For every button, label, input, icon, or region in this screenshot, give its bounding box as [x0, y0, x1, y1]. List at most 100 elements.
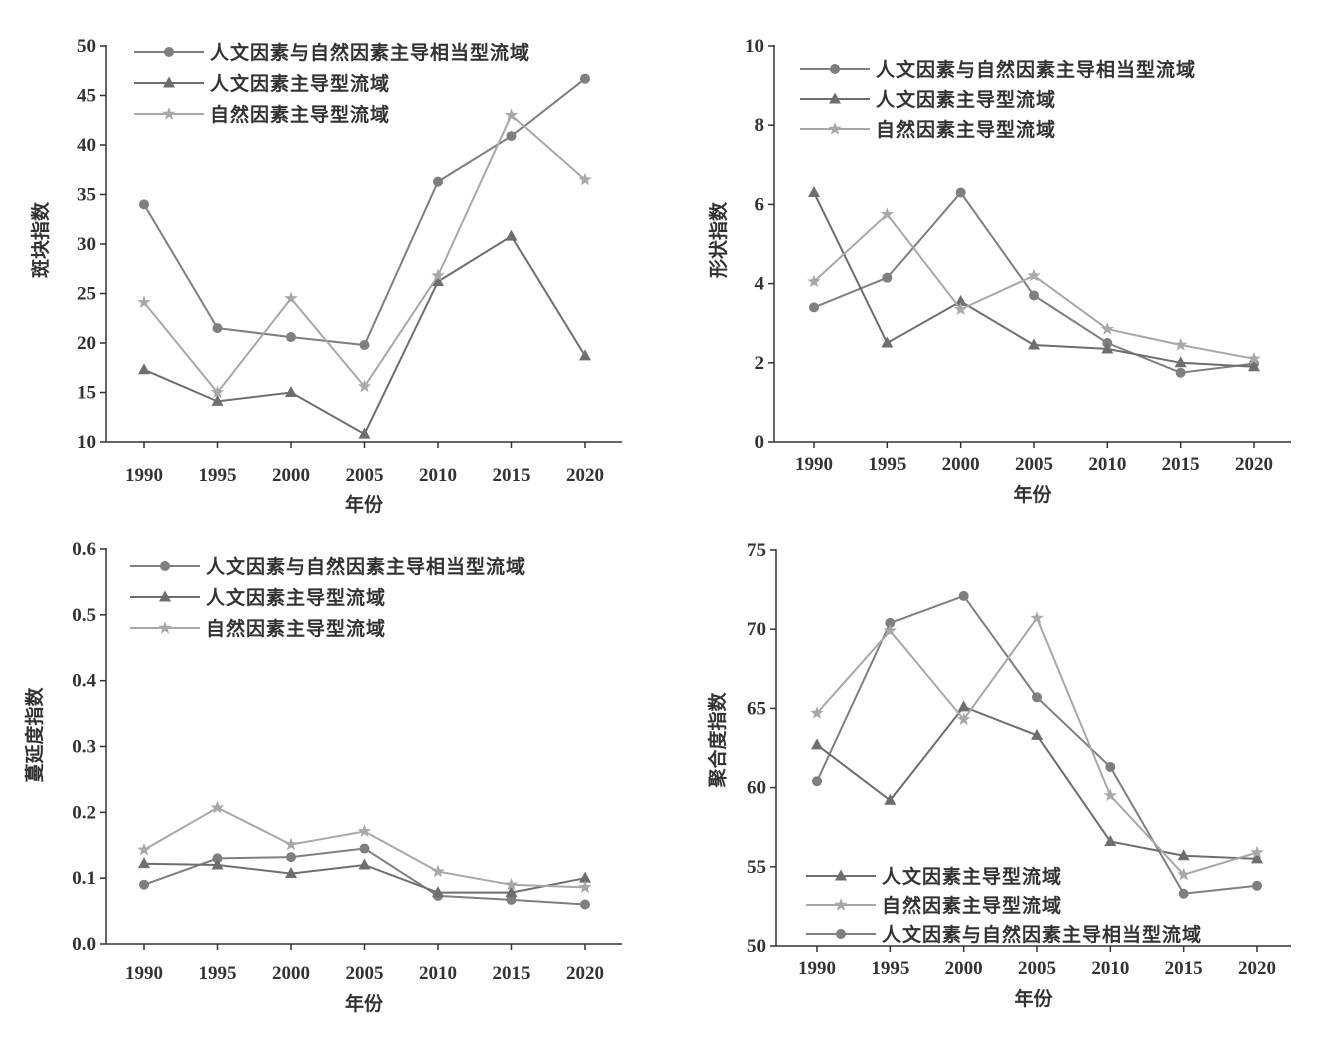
legend-marker — [836, 929, 846, 939]
legend-marker — [834, 898, 848, 911]
y-axis-title: 聚合度指数 — [706, 692, 729, 789]
y-tick-label: 65 — [747, 698, 766, 719]
x-tick-label: 2020 — [566, 963, 604, 984]
data-point-human — [884, 793, 897, 805]
data-point-balanced — [885, 617, 896, 628]
x-tick-label: 1995 — [868, 454, 906, 475]
legend-label: 人文因素与自然因素主导相当型流域 — [882, 923, 1202, 946]
x-tick-label: 2010 — [419, 465, 457, 486]
legend-label: 人文因素主导型流域 — [206, 586, 386, 609]
chart-aggregation-index: 50 55 60 65 70 75 1990 1995 2000 2005 2010 2015 2020… — [706, 540, 1291, 1010]
x-tick-label: 2000 — [272, 465, 310, 486]
data-point-balanced — [506, 894, 517, 905]
data-point-balanced — [212, 853, 223, 864]
y-tick-label: 2 — [755, 353, 765, 374]
legend-label: 自然因素主导型流域 — [206, 617, 386, 640]
legend-label: 人文因素主导型流域 — [210, 72, 390, 95]
legend-marker — [830, 64, 840, 74]
data-point-human — [1028, 338, 1040, 350]
x-tick-label: 2000 — [945, 958, 983, 979]
data-point-balanced — [286, 332, 296, 343]
data-point-natural — [357, 379, 372, 393]
y-tick-label: 0.0 — [72, 934, 96, 955]
legend-marker — [829, 92, 841, 104]
x-tick-label: 2020 — [1238, 958, 1276, 979]
legend-label: 人文因素与自然因素主导相当型流域 — [206, 555, 526, 578]
y-tick-label: 40 — [77, 135, 96, 156]
data-point-human — [579, 349, 591, 361]
x-tick-label: 2010 — [1088, 454, 1126, 475]
x-tick-label: 2000 — [942, 454, 980, 475]
y-tick-label: 6 — [755, 194, 765, 215]
x-tick-label: 1995 — [199, 963, 237, 984]
y-tick-label: 10 — [77, 432, 96, 453]
y-tick-label: 10 — [745, 36, 764, 57]
data-point-human — [1104, 834, 1117, 846]
x-tick-label: 2020 — [566, 465, 604, 486]
y-tick-label: 0.1 — [72, 868, 96, 889]
x-tick-label: 1990 — [125, 963, 163, 984]
data-point-natural — [883, 623, 897, 637]
data-point-human — [1174, 356, 1187, 368]
data-point-human — [358, 427, 371, 439]
legend-marker — [160, 561, 170, 571]
data-point-natural — [431, 864, 445, 878]
chart-patch-index: 10 15 20 25 30 35 40 45 50 1990 1995 2000 2005 2010 20… — [29, 36, 622, 516]
y-tick-label: 0.6 — [72, 539, 96, 560]
data-point-natural — [880, 207, 894, 220]
legend-entry-human: 人文因素主导型流域 — [134, 72, 390, 95]
data-point-natural — [1174, 338, 1188, 351]
data-point-human — [505, 886, 518, 898]
legend-entry-natural: 自然因素主导型流域 — [806, 894, 1061, 917]
legend-marker — [162, 107, 176, 120]
legend-entry-human: 人文因素主导型流域 — [806, 865, 1061, 888]
data-point-balanced — [1029, 290, 1039, 301]
data-point-balanced — [812, 776, 822, 787]
data-point-balanced — [506, 131, 517, 142]
data-point-human — [808, 186, 820, 198]
x-tick-label: 2005 — [346, 465, 384, 486]
y-axis-title: 斑块指数 — [29, 201, 52, 278]
data-point-natural — [431, 268, 445, 282]
legend-marker — [163, 76, 175, 88]
data-point-natural — [810, 706, 824, 719]
x-axis-title: 年份 — [1014, 987, 1053, 1010]
x-tick-label: 2005 — [346, 963, 384, 984]
x-tick-label: 1990 — [795, 454, 833, 475]
data-point-balanced — [1032, 692, 1042, 703]
data-point-balanced — [359, 339, 370, 350]
series-line-natural — [813, 212, 1255, 360]
series-line-natural — [143, 113, 586, 395]
data-point-human — [1101, 342, 1114, 354]
legend-entry-balanced: 人文因素与自然因素主导相当型流域 — [134, 41, 530, 64]
data-point-natural — [1100, 322, 1114, 335]
data-point-natural — [284, 837, 298, 851]
x-axis-title: 年份 — [345, 493, 384, 516]
y-tick-label: 75 — [747, 540, 766, 561]
x-tick-label: 2015 — [493, 465, 531, 486]
x-tick-label: 2005 — [1015, 454, 1053, 475]
series-line-human — [143, 234, 586, 436]
y-tick-label: 25 — [77, 284, 96, 305]
y-tick-label: 0.2 — [72, 802, 96, 823]
legend-marker — [158, 621, 172, 634]
series-line-natural — [816, 616, 1258, 876]
legend-label: 人文因素与自然因素主导相当型流域 — [210, 41, 530, 64]
data-point-balanced — [212, 323, 223, 334]
legend-label: 自然因素主导型流域 — [210, 103, 390, 126]
y-tick-label: 0.5 — [72, 605, 96, 626]
data-point-balanced — [1252, 880, 1262, 891]
data-point-human — [432, 886, 444, 898]
data-point-balanced — [958, 590, 969, 601]
x-tick-label: 1995 — [871, 958, 909, 979]
x-tick-label: 2020 — [1235, 454, 1273, 475]
y-tick-label: 8 — [755, 115, 765, 136]
data-point-natural — [504, 108, 519, 121]
data-point-natural — [137, 295, 151, 309]
data-point-balanced — [139, 199, 149, 210]
data-point-natural — [954, 302, 968, 315]
data-point-human — [138, 363, 150, 375]
series-line-balanced — [143, 847, 586, 906]
legend-marker — [159, 590, 171, 602]
